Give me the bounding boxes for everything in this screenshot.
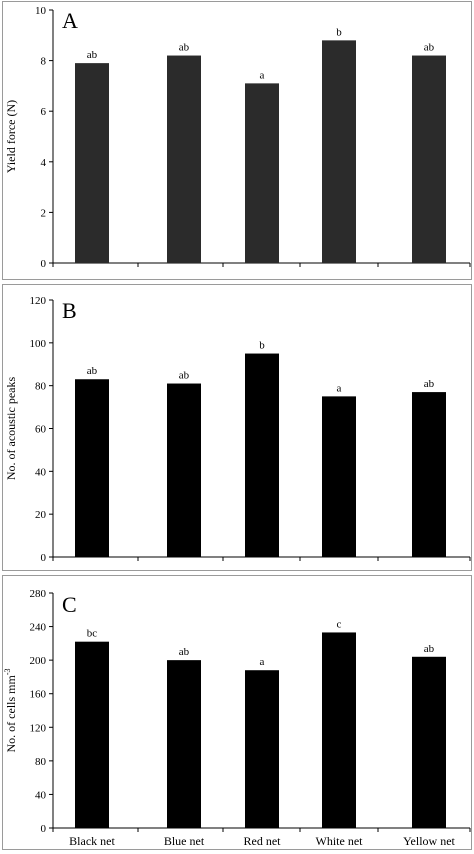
y-tick-label: 240: [30, 622, 47, 634]
panel-letter: C: [62, 592, 77, 617]
panel-letter: B: [62, 298, 77, 323]
y-axis-label: Yield force (N): [4, 100, 18, 173]
y-tick-label: 40: [35, 466, 47, 478]
x-category-label: Yellow net: [403, 834, 455, 848]
significance-letter: b: [259, 340, 265, 352]
x-category-label: Blue net: [164, 834, 205, 848]
y-tick-label: 0: [41, 258, 47, 270]
significance-letter: a: [337, 382, 342, 394]
chart-panel-b: 0 20 40 60 80 100 120 ab ab b a ab B No. of acoustic …: [2, 284, 472, 571]
y-tick-label: 6: [41, 106, 47, 118]
bar: [167, 660, 201, 828]
bar: [322, 632, 356, 828]
y-tick-label: 2: [41, 207, 47, 219]
y-tick-label: 200: [30, 655, 47, 667]
significance-letter: b: [336, 26, 342, 38]
panel-letter: A: [62, 8, 78, 33]
y-tick-label: 4: [41, 157, 47, 169]
y-tick-label: 280: [30, 588, 47, 600]
x-category-label: Red net: [244, 834, 282, 848]
y-axis-label: No. of acoustic peaks: [4, 377, 18, 481]
panel-border: [2, 284, 472, 571]
significance-letter: c: [337, 618, 342, 630]
bar: [322, 40, 356, 263]
bar: [412, 55, 446, 263]
significance-letter: ab: [87, 49, 98, 61]
panel-border: [2, 1, 472, 280]
bar: [245, 83, 279, 264]
y-tick-label: 60: [35, 424, 47, 436]
significance-letter: ab: [87, 365, 98, 377]
bar: [75, 379, 109, 557]
y-tick-label: 160: [30, 689, 47, 701]
significance-letter: a: [260, 656, 265, 668]
significance-letter: ab: [424, 42, 435, 54]
y-tick-label: 40: [35, 789, 47, 801]
y-tick-label: 20: [35, 509, 47, 521]
bar: [245, 353, 279, 557]
y-tick-label: 80: [35, 756, 47, 768]
bar: [75, 641, 109, 828]
y-tick-label: 0: [41, 552, 47, 564]
bar: [412, 656, 446, 828]
significance-letter: ab: [424, 643, 435, 655]
y-tick-label: 120: [30, 722, 47, 734]
y-tick-label: 8: [41, 56, 47, 68]
bar: [245, 670, 279, 828]
significance-letter: ab: [424, 378, 435, 390]
significance-letter: a: [260, 69, 265, 81]
bar: [412, 392, 446, 557]
bar: [167, 383, 201, 557]
significance-letter: ab: [179, 370, 190, 382]
y-axis-label: No. of cells mm-3: [3, 669, 18, 753]
significance-letter: ab: [179, 42, 190, 54]
y-axis-label-superscript: -3: [3, 669, 12, 676]
y-tick-label: 120: [30, 295, 47, 307]
x-category-label: Black net: [69, 834, 115, 848]
significance-letter: bc: [87, 628, 98, 640]
y-tick-label: 0: [41, 823, 47, 835]
bar: [322, 396, 356, 557]
bar: [75, 63, 109, 263]
bar: [167, 55, 201, 263]
y-tick-label: 80: [35, 381, 47, 393]
chart-panel-c: 0 40 80 120 160 200 240 280 bc ab a c ab C No. of cell…: [2, 575, 472, 850]
y-tick-label: 100: [30, 338, 47, 350]
x-category-label: White net: [316, 834, 364, 848]
y-tick-label: 10: [35, 5, 47, 17]
significance-letter: ab: [179, 646, 190, 658]
